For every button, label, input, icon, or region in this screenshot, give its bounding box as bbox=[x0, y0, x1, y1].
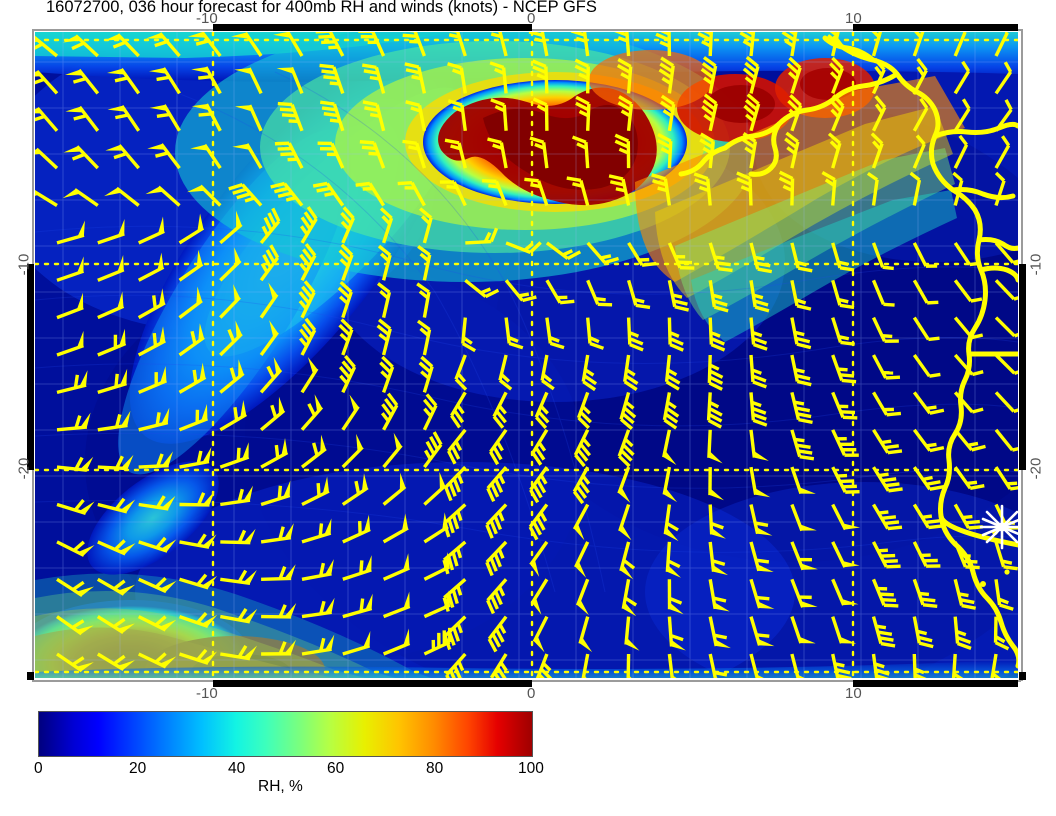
left-tick-label: -20 bbox=[15, 457, 33, 480]
frame-segment-top bbox=[853, 24, 1018, 31]
left-tick-label: -10 bbox=[15, 253, 33, 276]
colorbar-title: RH, % bbox=[258, 778, 303, 795]
frame-segment-top bbox=[213, 24, 532, 31]
bottom-tick-label: 0 bbox=[527, 685, 536, 702]
top-tick-label: 10 bbox=[845, 10, 862, 27]
colorbar-tick-label: 40 bbox=[228, 760, 246, 777]
bottom-tick-label: 10 bbox=[845, 685, 862, 702]
bottom-tick-label: -10 bbox=[196, 685, 218, 702]
colorbar-axes bbox=[38, 711, 533, 757]
colorbar-tick-label: 60 bbox=[327, 760, 345, 777]
colorbar-tick-label: 20 bbox=[129, 760, 147, 777]
colorbar-gradient bbox=[38, 711, 533, 757]
colorbar-tick-label: 100 bbox=[518, 760, 544, 777]
top-tick-label: -10 bbox=[196, 10, 218, 27]
frame-segment-right bbox=[1019, 264, 1026, 470]
figure-title: 16072700, 036 hour forecast for 400mb RH… bbox=[46, 0, 597, 16]
frame-segment-right bbox=[1019, 672, 1026, 680]
station-starburst-icon bbox=[979, 504, 1018, 550]
top-tick-label: 0 bbox=[527, 10, 536, 27]
frame-segment-bottom bbox=[213, 680, 532, 687]
right-tick-label: -20 bbox=[1027, 457, 1045, 480]
station-marker-layer bbox=[979, 504, 1018, 550]
frame-segment-left bbox=[27, 672, 34, 680]
map-axes bbox=[27, 24, 1026, 687]
map-canvas bbox=[35, 32, 1018, 678]
coastline-layer bbox=[678, 35, 1018, 669]
frame-segment-bottom bbox=[853, 680, 1018, 687]
frame-segment-left bbox=[27, 264, 34, 470]
right-tick-label: -10 bbox=[1027, 253, 1045, 276]
colorbar-tick-label: 80 bbox=[426, 760, 444, 777]
colorbar-tick-label: 0 bbox=[34, 760, 43, 777]
rh-shaded-field bbox=[35, 32, 1018, 678]
